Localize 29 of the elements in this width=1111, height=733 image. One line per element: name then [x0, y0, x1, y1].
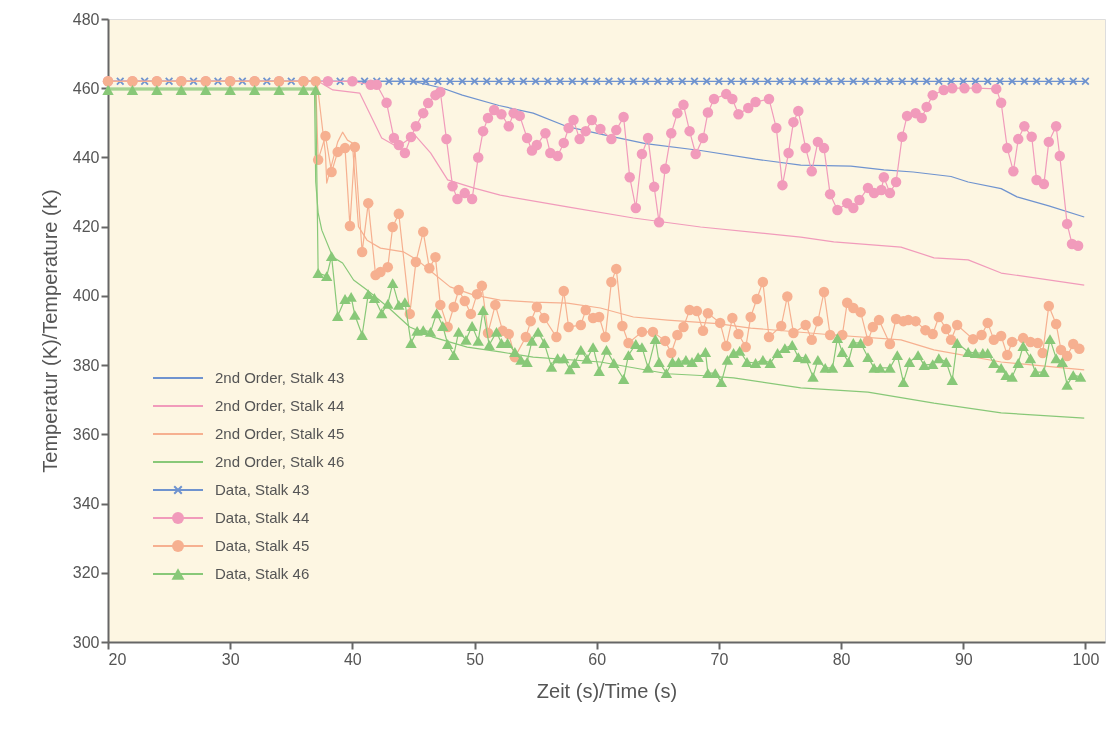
- y-tick-label: 320: [72, 564, 100, 582]
- x-axis-title: Zeit (s)/Time (s): [536, 679, 678, 702]
- x-tick-label: 100: [1072, 650, 1100, 668]
- legend-label: Data, Stalk 45: [215, 537, 310, 554]
- legend-label: 2nd Order, Stalk 43: [215, 369, 345, 386]
- y-axis-title: Temperatur (K)/Temperature (K): [38, 189, 61, 473]
- y-tick-label: 440: [72, 148, 100, 166]
- x-tick-label: 90: [954, 650, 973, 668]
- x-tick-label: 60: [588, 650, 607, 668]
- legend-label: Data, Stalk 43: [215, 481, 310, 498]
- y-tick-label: 380: [72, 356, 100, 374]
- legend-label: Data, Stalk 44: [215, 509, 310, 526]
- y-tick-label: 300: [72, 633, 100, 651]
- y-tick-label: 480: [72, 10, 100, 28]
- x-tick-label: 50: [466, 650, 485, 668]
- legend-label: 2nd Order, Stalk 44: [215, 397, 345, 414]
- legend-label: 2nd Order, Stalk 45: [215, 425, 345, 442]
- x-tick-label: 30: [221, 650, 240, 668]
- y-tick-label: 460: [72, 79, 100, 97]
- x-tick-label: 40: [343, 650, 362, 668]
- y-tick-label: 400: [72, 287, 100, 305]
- legend-label: 2nd Order, Stalk 46: [215, 453, 345, 470]
- y-tick-label: 340: [72, 495, 100, 513]
- y-tick-label: 420: [72, 218, 100, 236]
- legend-label: Data, Stalk 46: [215, 565, 310, 582]
- x-tick-label: 70: [710, 650, 729, 668]
- x-tick-label: 80: [832, 650, 851, 668]
- x-tick-label: 20: [108, 650, 127, 668]
- y-tick-label: 360: [72, 425, 100, 443]
